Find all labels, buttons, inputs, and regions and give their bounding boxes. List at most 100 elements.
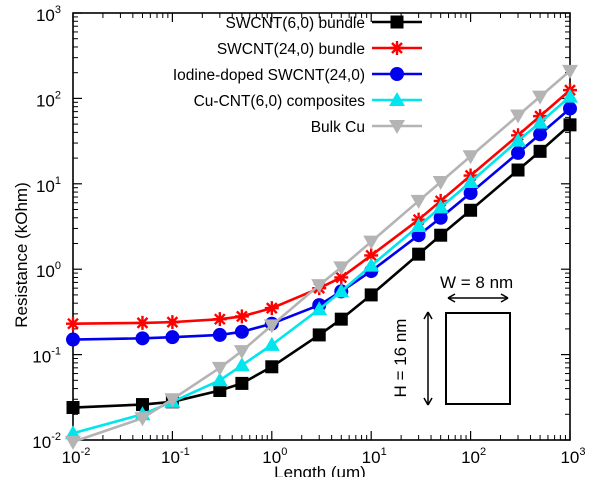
data-point <box>364 288 378 302</box>
data-point <box>432 175 449 190</box>
legend-item: SWCNT(24,0) bundle <box>217 41 422 58</box>
series-5 <box>65 64 578 450</box>
x-tick-label: 102 <box>461 446 486 467</box>
data-point <box>462 150 479 165</box>
data-point <box>511 163 525 177</box>
legend-marker <box>390 67 404 81</box>
y-tick-label: 102 <box>36 89 61 110</box>
data-point <box>66 316 80 331</box>
data-point <box>464 203 478 217</box>
cross-section-inset: W = 8 nm H = 16 nm <box>391 273 513 406</box>
data-point <box>412 247 426 261</box>
data-point <box>533 144 547 158</box>
data-point <box>233 345 250 360</box>
x-tick-label: 101 <box>362 446 387 467</box>
data-point <box>66 401 80 415</box>
data-point <box>263 336 280 351</box>
data-point <box>562 64 578 79</box>
legend-marker <box>390 15 404 29</box>
x-tick-label: 100 <box>262 446 287 467</box>
data-point <box>434 228 448 242</box>
data-point <box>533 127 548 142</box>
data-point <box>212 312 227 327</box>
y-tick-label: 101 <box>36 175 61 196</box>
data-point <box>312 328 326 342</box>
legend-label: Bulk Cu <box>311 119 365 136</box>
data-point <box>65 435 81 450</box>
legend-label: Iodine-doped SWCNT(24,0) <box>173 67 365 84</box>
data-point <box>363 235 380 250</box>
axis-tick-labels: 10-2 10-1 100 101 102 103 10-2 10-1 100 101 102 103 <box>32 4 585 467</box>
data-point <box>311 279 328 294</box>
data-point <box>334 312 348 326</box>
width-arrow-head-left <box>447 293 456 303</box>
legend-marker <box>389 120 405 134</box>
data-point <box>212 327 227 342</box>
x-tick-label: 10-1 <box>161 446 190 467</box>
data-point <box>234 309 249 324</box>
data-point <box>532 114 549 129</box>
data-point <box>563 118 577 132</box>
legend-item: Bulk Cu <box>311 119 422 136</box>
data-point <box>211 361 228 376</box>
x-tick-label: 103 <box>560 446 585 467</box>
axis-ticks <box>72 12 571 441</box>
data-point <box>263 319 280 334</box>
y-tick-label: 100 <box>36 260 61 281</box>
series-layer <box>65 64 578 450</box>
y-tick-label: 10-2 <box>32 431 61 452</box>
data-point <box>213 383 227 397</box>
data-point <box>134 412 151 427</box>
legend-marker <box>390 41 404 55</box>
data-point <box>463 186 478 201</box>
data-point <box>165 330 180 345</box>
data-point <box>333 283 350 298</box>
plot-border <box>72 12 571 441</box>
data-point <box>462 173 479 188</box>
legend-item: SWCNT(6,0) bundle <box>225 15 422 32</box>
y-tick-label: 103 <box>36 4 61 25</box>
plot-frame <box>72 12 571 441</box>
height-label: H = 16 nm <box>391 319 410 398</box>
data-point <box>233 357 250 372</box>
width-label: W = 8 nm <box>440 273 513 292</box>
data-point <box>135 331 150 346</box>
legend-item: Iodine-doped SWCNT(24,0) <box>173 67 422 84</box>
data-point <box>410 194 427 209</box>
height-arrow-head-top <box>423 311 433 320</box>
legend-label: Cu-CNT(6,0) composites <box>194 93 366 110</box>
data-point <box>432 199 449 214</box>
data-point <box>410 218 427 233</box>
data-point <box>211 372 228 387</box>
data-point <box>311 301 328 316</box>
height-arrow-head-bottom <box>423 397 433 406</box>
data-point <box>363 257 380 272</box>
data-point <box>511 145 526 160</box>
data-point <box>235 376 249 390</box>
data-point <box>66 332 80 347</box>
y-tick-label: 10-1 <box>32 346 61 367</box>
data-point <box>135 398 149 412</box>
data-point <box>532 90 549 105</box>
width-arrow-head-right <box>500 293 509 303</box>
data-point <box>364 248 379 263</box>
legend-label: SWCNT(24,0) bundle <box>217 41 365 58</box>
data-point <box>234 324 249 339</box>
y-axis-title: Resistance (kOhm) <box>12 182 31 327</box>
data-point <box>164 393 181 408</box>
x-tick-label: 10-2 <box>62 446 91 467</box>
series-4 <box>65 88 578 440</box>
data-point <box>433 210 448 225</box>
data-point <box>265 360 279 374</box>
x-axis-title: Length (um) <box>274 463 366 477</box>
legend-item: Cu-CNT(6,0) composites <box>194 92 422 110</box>
data-point <box>334 270 349 285</box>
legend: SWCNT(6,0) bundle SWCNT(24,0) bundle Iodin… <box>173 15 422 136</box>
data-point <box>264 301 279 316</box>
data-point <box>65 425 81 440</box>
data-point <box>333 261 350 276</box>
legend-label: SWCNT(6,0) bundle <box>225 15 365 32</box>
data-point <box>510 132 527 147</box>
legend-marker <box>389 92 405 106</box>
data-point <box>562 88 578 103</box>
